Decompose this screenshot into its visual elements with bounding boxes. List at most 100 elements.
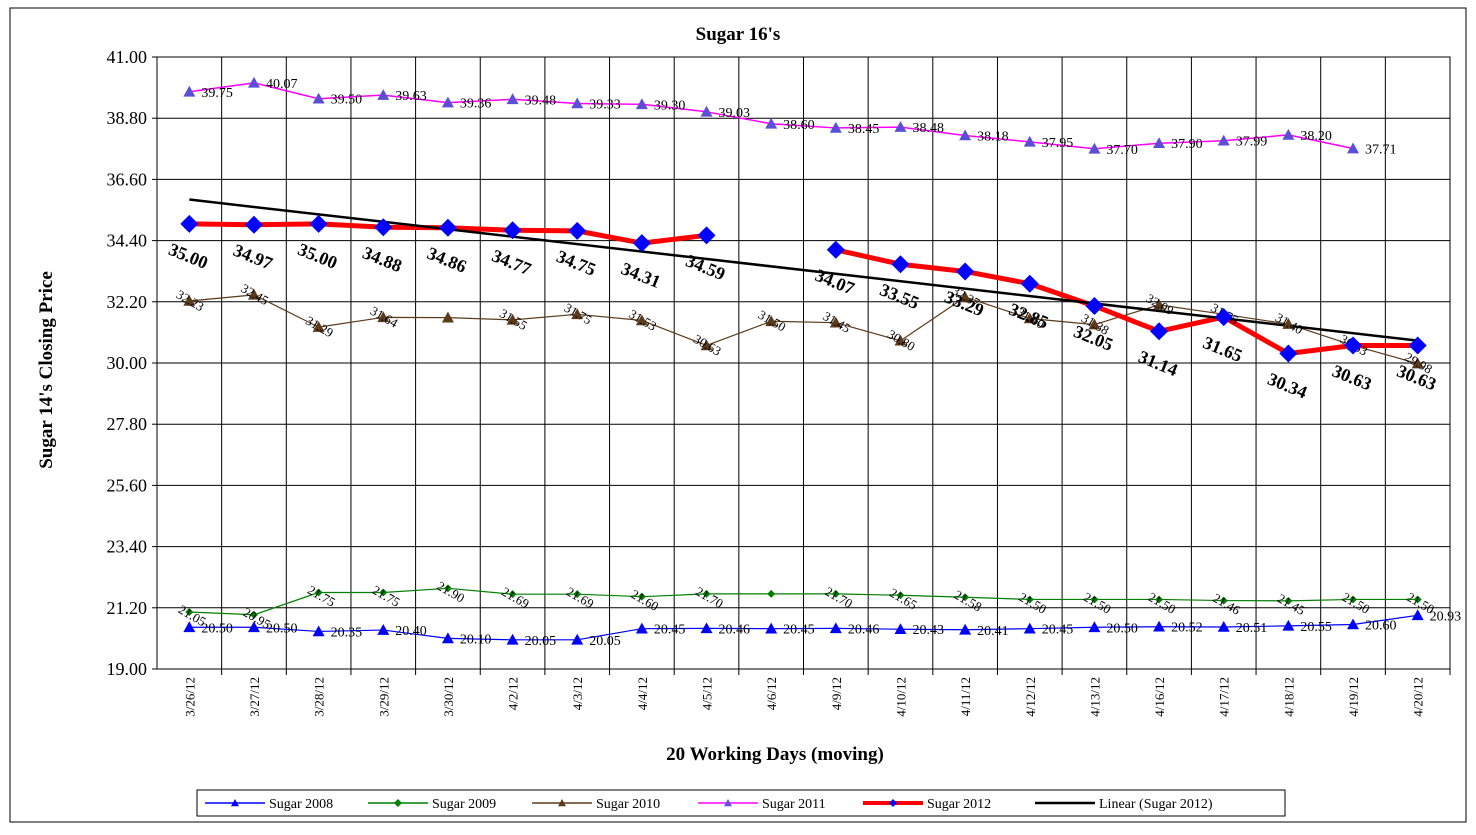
y-tick-label: 30.00 — [107, 353, 148, 373]
data-marker — [1150, 322, 1169, 341]
x-tick-label: 3/30/12 — [441, 677, 456, 717]
legend-marker — [231, 799, 239, 807]
data-marker — [503, 221, 522, 240]
data-marker — [700, 105, 713, 117]
data-label: 39.75 — [201, 86, 233, 101]
data-marker — [1282, 619, 1295, 631]
data-marker — [697, 226, 716, 245]
data-marker — [571, 633, 584, 645]
legend-marker — [394, 799, 402, 807]
data-marker — [377, 624, 390, 635]
data-label: 20.50 — [266, 621, 298, 636]
legend-label: Linear (Sugar 2012) — [1099, 797, 1213, 812]
data-label: 39.50 — [331, 93, 363, 108]
data-marker — [1153, 137, 1166, 149]
data-marker — [309, 214, 328, 233]
y-tick-label: 34.40 — [107, 231, 148, 251]
data-marker — [377, 89, 390, 100]
x-tick-label: 4/5/12 — [700, 677, 715, 710]
x-tick-label: 4/10/12 — [893, 677, 908, 717]
data-marker — [1219, 596, 1228, 605]
data-label: 20.55 — [1300, 620, 1332, 635]
legend-marker — [724, 799, 732, 807]
data-marker — [1088, 142, 1101, 154]
y-tick-label: 19.00 — [107, 659, 148, 679]
data-marker — [508, 590, 517, 599]
data-marker — [1217, 620, 1230, 632]
data-marker — [183, 294, 196, 306]
x-tick-label: 3/29/12 — [376, 677, 391, 717]
data-marker — [443, 584, 452, 593]
x-tick-label: 4/12/12 — [1023, 677, 1038, 717]
data-marker — [959, 129, 972, 141]
data-marker — [183, 621, 196, 633]
legend-marker — [558, 799, 566, 807]
data-marker — [1347, 142, 1360, 154]
data-label: 20.50 — [1106, 621, 1138, 636]
data-marker — [1349, 595, 1358, 604]
data-marker — [1279, 344, 1298, 363]
data-marker — [377, 311, 390, 323]
data-marker — [506, 313, 519, 325]
data-marker — [961, 593, 970, 602]
data-marker — [247, 621, 260, 633]
data-marker — [1284, 596, 1293, 605]
x-tick-label: 4/2/12 — [506, 677, 521, 710]
data-label: 39.63 — [395, 89, 427, 104]
x-tick-label: 3/26/12 — [182, 677, 197, 717]
y-tick-label: 32.20 — [107, 292, 148, 312]
data-marker — [573, 590, 582, 599]
data-label: 20.45 — [654, 623, 686, 638]
legend-marker — [889, 799, 897, 807]
data-label: 38.60 — [783, 118, 815, 133]
data-marker — [1153, 298, 1166, 310]
data-marker — [956, 262, 975, 281]
x-tick-label: 4/9/12 — [829, 677, 844, 710]
data-marker — [637, 592, 646, 601]
data-marker — [249, 610, 258, 619]
data-marker — [441, 96, 454, 108]
data-marker — [894, 334, 907, 346]
data-marker — [1344, 336, 1363, 355]
data-label: 20.51 — [1236, 621, 1268, 636]
data-marker — [441, 632, 454, 644]
data-label: 20.35 — [331, 625, 363, 640]
y-tick-label: 27.80 — [107, 414, 148, 434]
data-marker — [1023, 622, 1036, 634]
data-marker — [1411, 609, 1424, 621]
data-label: 20.40 — [395, 624, 427, 639]
data-marker — [312, 625, 325, 637]
data-marker — [183, 85, 196, 97]
data-marker — [1088, 318, 1101, 330]
data-marker — [1282, 128, 1295, 140]
x-tick-label: 4/6/12 — [764, 677, 779, 710]
x-tick-label: 4/17/12 — [1217, 677, 1232, 717]
data-marker — [894, 121, 907, 132]
data-marker — [244, 215, 263, 234]
data-marker — [632, 234, 651, 253]
data-marker — [247, 76, 260, 88]
data-marker — [959, 291, 972, 302]
data-marker — [1023, 312, 1036, 324]
data-marker — [247, 288, 260, 300]
x-tick-label: 4/18/12 — [1281, 677, 1296, 717]
data-marker — [700, 622, 713, 634]
data-marker — [767, 589, 776, 598]
data-label: 20.41 — [977, 624, 1009, 639]
data-label: 20.60 — [1365, 618, 1397, 633]
data-marker — [826, 240, 845, 259]
y-tick-label: 36.60 — [107, 169, 148, 189]
data-label: 40.07 — [266, 77, 298, 92]
series-line — [189, 614, 1418, 641]
x-tick-label: 4/16/12 — [1152, 677, 1167, 717]
data-label: 37.70 — [1106, 143, 1138, 158]
data-marker — [1153, 620, 1166, 632]
x-axis-title: 20 Working Days (moving) — [666, 744, 884, 765]
data-marker — [829, 316, 842, 328]
data-label: 20.45 — [1042, 623, 1074, 638]
data-label: 38.45 — [848, 122, 880, 137]
data-label: 20.05 — [525, 634, 557, 649]
x-tick-label: 4/19/12 — [1346, 677, 1361, 717]
data-marker — [438, 218, 457, 237]
series-line — [835, 247, 1418, 357]
